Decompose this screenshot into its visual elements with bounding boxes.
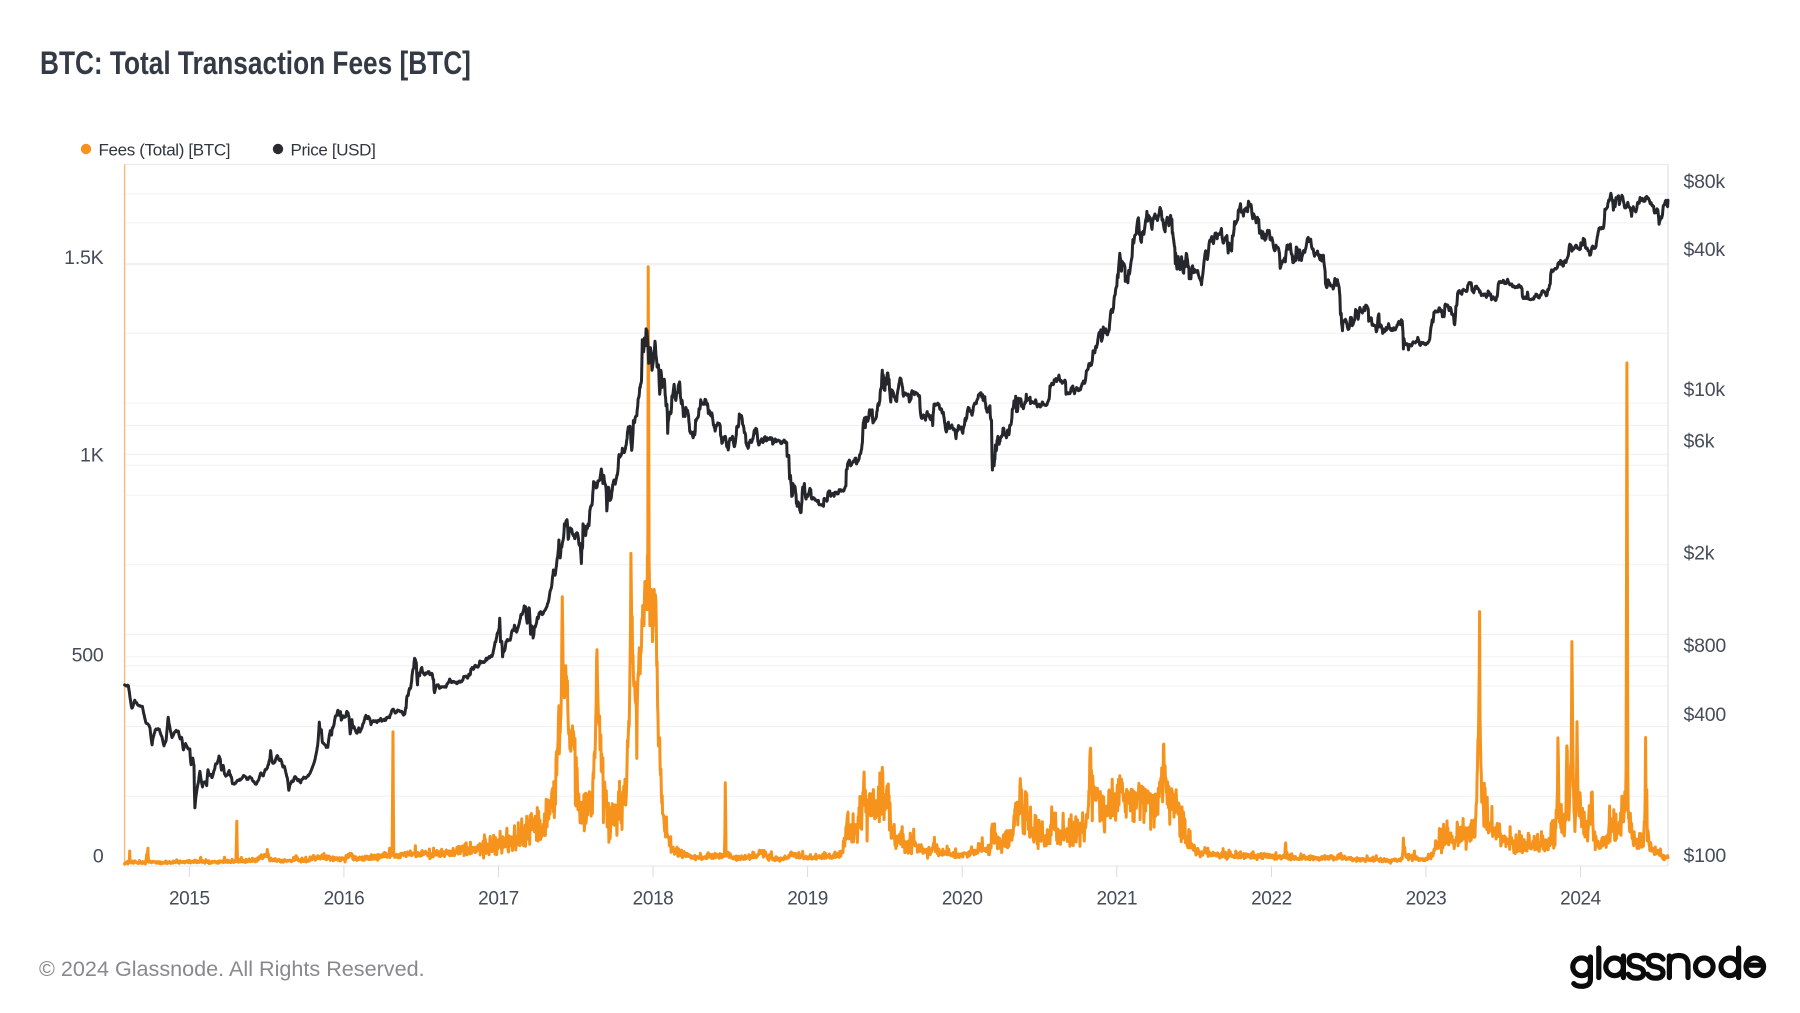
svg-text:1K: 1K [80, 445, 104, 467]
svg-text:2016: 2016 [324, 889, 365, 910]
svg-text:$800: $800 [1684, 635, 1727, 657]
svg-text:2015: 2015 [169, 889, 210, 910]
svg-text:BTC: Total Transaction Fees [B: BTC: Total Transaction Fees [BTC] [40, 47, 471, 82]
svg-text:500: 500 [72, 645, 104, 667]
svg-text:0: 0 [93, 846, 104, 868]
svg-text:Price [USD]: Price [USD] [291, 141, 376, 160]
svg-text:$80k: $80k [1684, 171, 1726, 193]
svg-text:$400: $400 [1684, 704, 1727, 726]
svg-text:2020: 2020 [942, 889, 983, 910]
svg-text:2024: 2024 [1560, 889, 1602, 910]
svg-text:$40k: $40k [1684, 239, 1726, 261]
svg-text:2018: 2018 [633, 889, 674, 910]
svg-text:$100: $100 [1684, 845, 1727, 867]
svg-text:2022: 2022 [1251, 889, 1292, 910]
svg-text:2019: 2019 [787, 889, 828, 910]
svg-text:$2k: $2k [1684, 542, 1715, 564]
svg-text:1.5K: 1.5K [64, 247, 104, 269]
svg-text:$10k: $10k [1684, 379, 1726, 401]
svg-text:Fees (Total) [BTC]: Fees (Total) [BTC] [99, 141, 231, 160]
svg-text:2017: 2017 [478, 889, 519, 910]
svg-text:2023: 2023 [1406, 889, 1447, 910]
svg-text:2021: 2021 [1096, 889, 1137, 910]
svg-text:$6k: $6k [1684, 430, 1715, 452]
svg-text:© 2024 Glassnode. All Rights R: © 2024 Glassnode. All Rights Reserved. [39, 956, 425, 981]
